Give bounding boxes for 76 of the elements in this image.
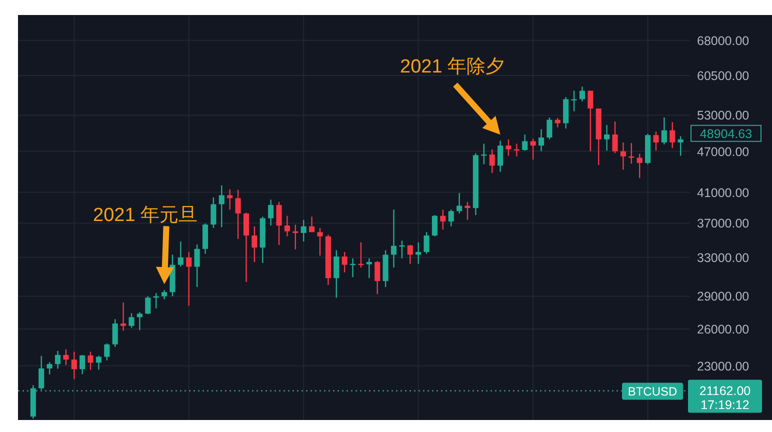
candlestick: [136, 312, 142, 331]
annotation: 2021 年除夕: [400, 56, 505, 78]
candlestick: [227, 188, 233, 210]
candlestick: [334, 250, 340, 298]
candlestick: [112, 318, 118, 348]
candlestick: [145, 296, 151, 315]
y-tick-label: 47000.00: [697, 144, 750, 159]
candlestick: [178, 240, 184, 268]
candlestick: [243, 212, 250, 283]
candlestick: [284, 215, 290, 237]
candlestick: [530, 138, 536, 160]
candlestick: [54, 350, 61, 370]
candlestick: [88, 351, 94, 370]
candlestick: [678, 136, 684, 156]
candlestick: [268, 199, 274, 226]
candlestick: [424, 232, 430, 254]
candlestick: [104, 342, 110, 361]
candlestick: [46, 362, 52, 375]
y-tick-label: 53000.00: [697, 108, 750, 123]
candlestick: [235, 189, 241, 240]
candlestick: [390, 208, 397, 268]
candlestick: [366, 258, 372, 279]
candlestick: [71, 351, 77, 380]
candlestick: [604, 124, 610, 152]
ref-line-label: BTCUSD: [628, 384, 678, 398]
candlestick: [497, 140, 504, 172]
candlestick: [546, 116, 552, 140]
candlestick: [448, 208, 454, 227]
candlestick: [96, 355, 102, 370]
candlestick: [416, 242, 422, 264]
candlestick: [120, 302, 126, 332]
candlestick: [276, 201, 282, 246]
candlestick: [588, 90, 594, 152]
candlestick: [506, 138, 512, 156]
y-tick-label: 33000.00: [697, 250, 750, 265]
candlestick: [210, 196, 216, 229]
candlestick: [636, 153, 642, 179]
candlestick: [653, 130, 659, 152]
candlestick: [300, 219, 306, 242]
y-tick-label: 68000.00: [697, 34, 750, 48]
candlestick: [252, 226, 258, 263]
y-tick-label: 37000.00: [697, 216, 750, 231]
candlestick: [464, 201, 470, 220]
candlestick: [194, 244, 200, 288]
y-tick-label: 23000.00: [697, 359, 750, 374]
candlestick: [579, 86, 586, 102]
candlestick: [538, 128, 544, 152]
candlestick: [571, 90, 577, 112]
candlestick: [342, 251, 348, 273]
candlestick: [620, 142, 626, 170]
candlestick: [374, 260, 380, 295]
candlestick: [186, 251, 192, 306]
y-tick-label: 26000.00: [697, 322, 750, 336]
candlestick: [661, 116, 667, 145]
text: 21162.00: [699, 384, 751, 398]
text: 48904.63: [700, 126, 752, 141]
y-tick-label: 41000.00: [697, 186, 750, 200]
candlestick: [63, 348, 69, 366]
candlestick: [489, 148, 495, 174]
candlestick: [80, 354, 86, 375]
candlestick: [161, 289, 168, 300]
candlestick: [128, 312, 134, 328]
candlestick: [440, 208, 446, 230]
annotation: 2021 年元旦: [93, 205, 198, 226]
candlestick: [456, 192, 462, 214]
candlestick: [522, 134, 528, 152]
candlestick: [670, 121, 676, 149]
candlestick: [218, 184, 224, 228]
candlestick: [317, 227, 323, 256]
y-tick-label: 29000.00: [697, 290, 750, 304]
candlestick: [612, 120, 618, 154]
text: 17:19:12: [700, 398, 750, 412]
y-tick-label: 60500.00: [697, 68, 750, 83]
candlestick: [432, 214, 438, 237]
candlestick: [309, 216, 315, 233]
candlestick: [407, 244, 413, 264]
